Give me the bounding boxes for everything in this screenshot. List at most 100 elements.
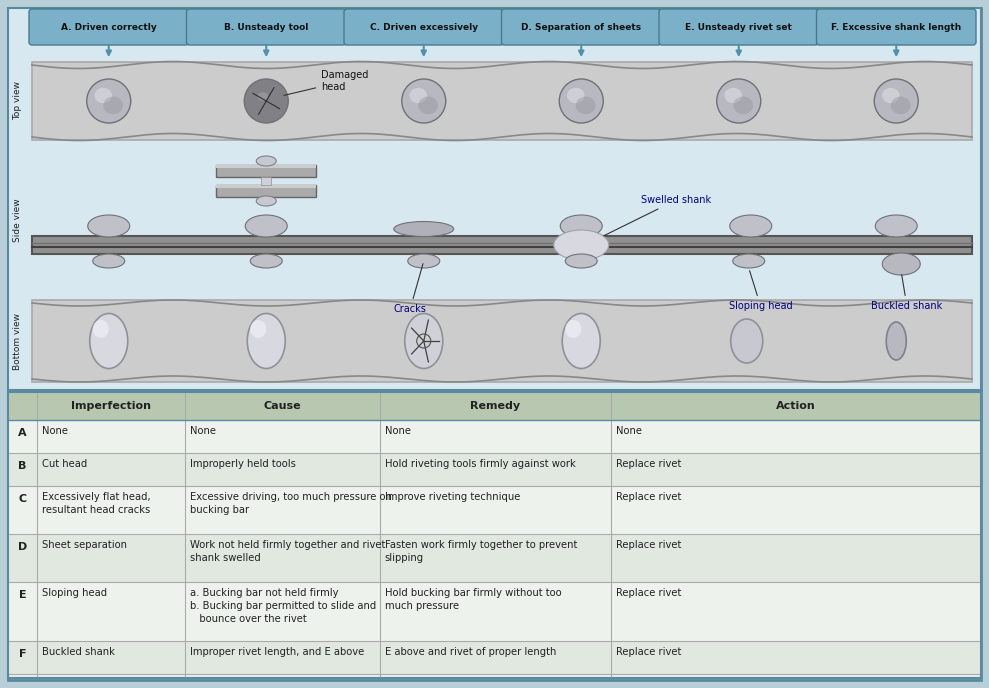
Ellipse shape	[95, 88, 112, 103]
Text: Improperly held tools: Improperly held tools	[190, 459, 296, 469]
FancyBboxPatch shape	[8, 641, 981, 674]
Text: Cut head: Cut head	[43, 459, 87, 469]
FancyBboxPatch shape	[344, 9, 503, 45]
Ellipse shape	[90, 314, 128, 369]
FancyBboxPatch shape	[32, 145, 972, 295]
Ellipse shape	[245, 215, 287, 237]
Text: Sheet separation: Sheet separation	[43, 541, 128, 550]
Text: E. Unsteady rivet set: E. Unsteady rivet set	[685, 23, 792, 32]
Ellipse shape	[733, 96, 753, 114]
Text: Sloping head: Sloping head	[729, 270, 792, 311]
FancyBboxPatch shape	[8, 453, 981, 486]
Text: Replace rivet: Replace rivet	[616, 541, 681, 550]
Text: Bottom view: Bottom view	[14, 312, 23, 369]
FancyBboxPatch shape	[217, 165, 316, 168]
Ellipse shape	[256, 196, 276, 206]
Text: None: None	[190, 426, 216, 436]
FancyBboxPatch shape	[8, 8, 981, 390]
Ellipse shape	[257, 92, 268, 101]
Text: Side view: Side view	[14, 198, 23, 241]
Ellipse shape	[560, 215, 602, 237]
FancyBboxPatch shape	[8, 535, 981, 582]
Ellipse shape	[891, 96, 911, 114]
Text: Replace rivet: Replace rivet	[616, 588, 681, 598]
Text: Improve riveting technique: Improve riveting technique	[385, 492, 520, 502]
Text: None: None	[385, 426, 410, 436]
Text: Fasten work firmly together to prevent
slipping: Fasten work firmly together to prevent s…	[385, 541, 577, 563]
Text: C. Driven excessively: C. Driven excessively	[370, 23, 478, 32]
Ellipse shape	[256, 156, 276, 166]
Ellipse shape	[731, 319, 763, 363]
Ellipse shape	[103, 96, 123, 114]
FancyBboxPatch shape	[659, 9, 819, 45]
Text: Replace rivet: Replace rivet	[616, 647, 681, 657]
Ellipse shape	[244, 79, 288, 123]
Ellipse shape	[88, 215, 130, 237]
Text: Remedy: Remedy	[471, 401, 520, 411]
Ellipse shape	[418, 96, 438, 114]
Text: B: B	[19, 461, 27, 471]
Text: D. Separation of sheets: D. Separation of sheets	[521, 23, 641, 32]
Ellipse shape	[402, 79, 446, 123]
Text: Swelled shank: Swelled shank	[603, 195, 711, 236]
Ellipse shape	[250, 320, 266, 338]
Text: A. Driven correctly: A. Driven correctly	[61, 23, 156, 32]
Ellipse shape	[250, 254, 282, 268]
FancyBboxPatch shape	[8, 582, 981, 641]
Ellipse shape	[559, 79, 603, 123]
Ellipse shape	[567, 88, 584, 103]
Text: E: E	[19, 590, 27, 600]
FancyBboxPatch shape	[32, 62, 972, 140]
Ellipse shape	[394, 222, 454, 237]
Text: Replace rivet: Replace rivet	[616, 459, 681, 469]
Text: B. Unsteady tool: B. Unsteady tool	[225, 23, 309, 32]
FancyBboxPatch shape	[217, 185, 316, 197]
Text: Hold riveting tools firmly against work: Hold riveting tools firmly against work	[385, 459, 576, 469]
Text: Buckled shank: Buckled shank	[43, 647, 115, 657]
Ellipse shape	[886, 322, 906, 360]
Text: Damaged
head: Damaged head	[284, 70, 369, 96]
Text: Hold bucking bar firmly without too
much pressure: Hold bucking bar firmly without too much…	[385, 588, 562, 611]
FancyBboxPatch shape	[8, 392, 981, 678]
Ellipse shape	[247, 314, 285, 369]
FancyBboxPatch shape	[217, 165, 316, 177]
Ellipse shape	[93, 320, 109, 338]
Ellipse shape	[407, 254, 440, 268]
Text: Top view: Top view	[14, 81, 23, 120]
Text: Buckled shank: Buckled shank	[871, 275, 943, 311]
FancyBboxPatch shape	[29, 9, 189, 45]
FancyBboxPatch shape	[501, 9, 661, 45]
Ellipse shape	[409, 88, 427, 103]
Ellipse shape	[875, 215, 917, 237]
FancyBboxPatch shape	[8, 392, 981, 420]
Ellipse shape	[882, 88, 900, 103]
Ellipse shape	[730, 215, 771, 237]
Text: E above and rivet of proper length: E above and rivet of proper length	[385, 647, 556, 657]
Text: F: F	[19, 649, 27, 659]
Text: a. Bucking bar not held firmly
b. Bucking bar permitted to slide and
   bounce o: a. Bucking bar not held firmly b. Buckin…	[190, 588, 377, 624]
FancyBboxPatch shape	[187, 9, 346, 45]
FancyBboxPatch shape	[8, 420, 981, 453]
Ellipse shape	[882, 253, 920, 275]
Text: Cracks: Cracks	[394, 264, 426, 314]
FancyBboxPatch shape	[817, 9, 976, 45]
Ellipse shape	[554, 230, 609, 260]
FancyBboxPatch shape	[32, 300, 972, 382]
Text: Replace rivet: Replace rivet	[616, 492, 681, 502]
Text: Cause: Cause	[264, 401, 302, 411]
Ellipse shape	[566, 320, 582, 338]
Text: Imperfection: Imperfection	[71, 401, 151, 411]
Text: Excessive driving, too much pressure on
bucking bar: Excessive driving, too much pressure on …	[190, 492, 392, 515]
Ellipse shape	[566, 254, 597, 268]
FancyBboxPatch shape	[32, 236, 972, 254]
FancyBboxPatch shape	[8, 486, 981, 535]
Ellipse shape	[725, 88, 742, 103]
Text: None: None	[43, 426, 68, 436]
Ellipse shape	[733, 254, 764, 268]
Ellipse shape	[576, 96, 595, 114]
Text: Work not held firmly together and rivet
shank swelled: Work not held firmly together and rivet …	[190, 541, 386, 563]
Text: D: D	[18, 542, 28, 552]
Ellipse shape	[405, 314, 443, 369]
Ellipse shape	[563, 314, 600, 369]
Text: Sloping head: Sloping head	[43, 588, 108, 598]
